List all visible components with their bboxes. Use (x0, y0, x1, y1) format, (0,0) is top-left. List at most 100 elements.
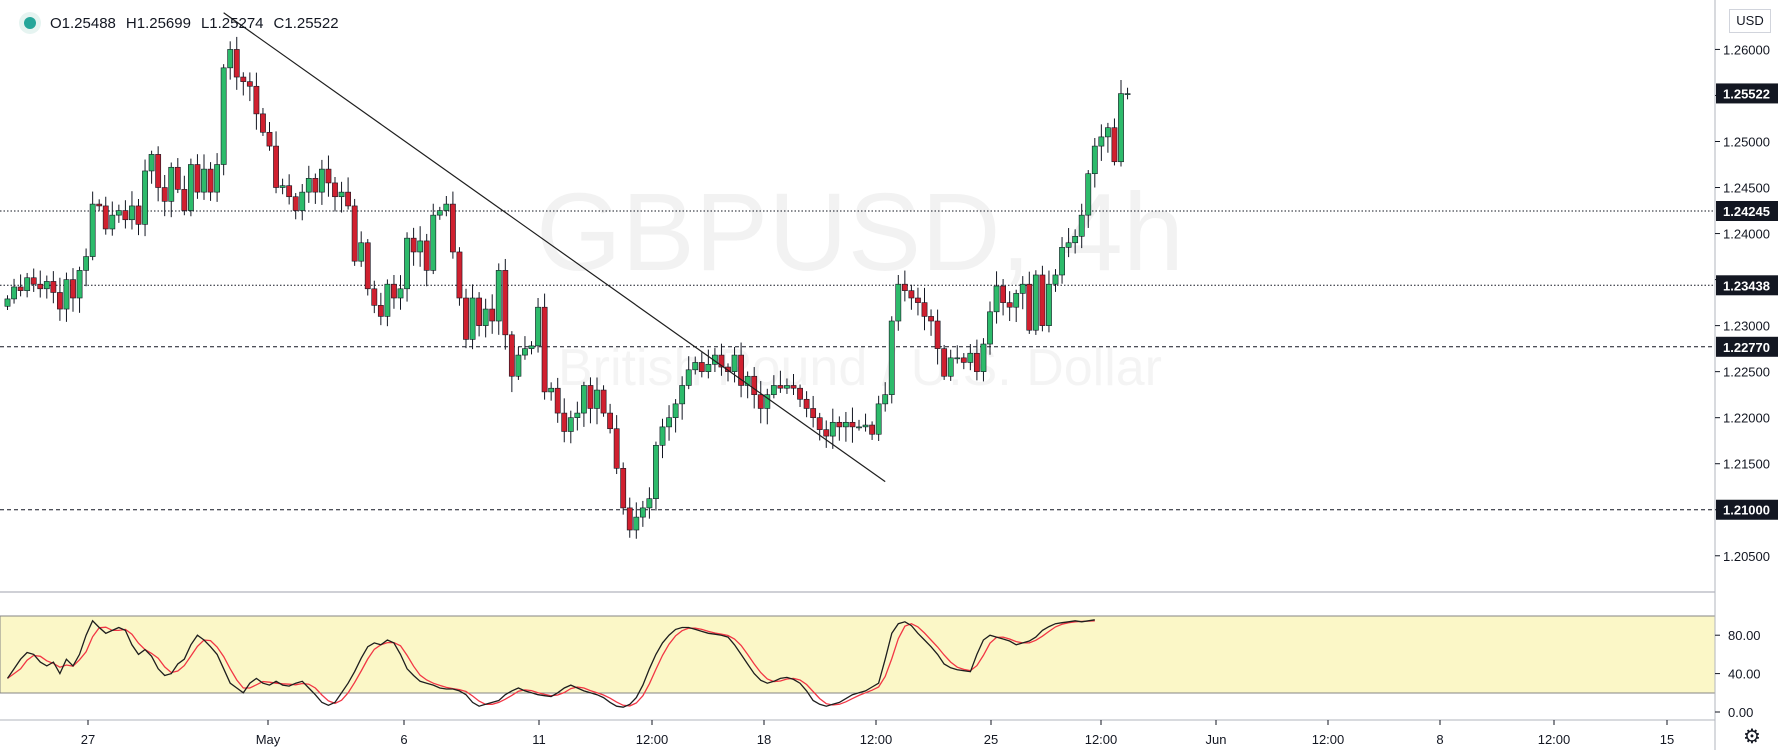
candle-body (30, 277, 37, 285)
candle-body (332, 182, 338, 198)
price-tick-label: 1.21500 (1723, 457, 1770, 472)
candle-body (423, 240, 430, 271)
time-tick-label: May (256, 732, 281, 747)
time-tick-label: 6 (400, 732, 407, 747)
candle-body (351, 205, 358, 262)
candle-body (1111, 127, 1118, 163)
time-tick-label: 8 (1436, 732, 1443, 747)
candle-body (476, 297, 482, 326)
stochastic-tick-label: 40.00 (1728, 667, 1761, 682)
candle-body (325, 168, 332, 184)
candle-body (345, 191, 351, 207)
candle-body (980, 343, 987, 372)
price-tick-label: 1.24500 (1723, 181, 1770, 196)
candle-body (685, 369, 692, 386)
candle-body (797, 387, 803, 400)
candle-body (954, 357, 961, 360)
candle-body (1124, 93, 1131, 95)
candle-body (292, 196, 299, 211)
candle-body (659, 426, 666, 446)
status-dot-icon (24, 17, 36, 29)
ohlc-legend: O1.25488 H1.25699 L1.25274 C1.25522 (8, 12, 349, 34)
candle-body (849, 421, 856, 428)
candle-body (1046, 283, 1052, 326)
candle-body (600, 389, 607, 414)
price-axis[interactable]: 1.260001.255001.250001.245001.240001.235… (1715, 42, 1778, 564)
candle-body (1032, 274, 1039, 331)
time-tick-label: 12:00 (860, 732, 893, 747)
candle-body (607, 412, 613, 430)
trendline (223, 12, 886, 483)
candle-body (384, 283, 391, 317)
candle-body (561, 412, 568, 432)
candle-body (869, 424, 875, 435)
stochastic-tick-label: 80.00 (1728, 628, 1761, 643)
open-value: O1.25488 (50, 14, 116, 32)
gear-icon[interactable]: ⚙ (1743, 726, 1761, 748)
candle-body (967, 352, 974, 363)
candle-body (1000, 285, 1006, 303)
candle-body (810, 408, 817, 418)
stochastic-axis: 80.00 40.00 0.00 (1715, 628, 1761, 720)
candle-body (567, 417, 574, 432)
candle-body (482, 308, 489, 326)
candle-body (718, 354, 725, 368)
price-label-box (1716, 83, 1778, 104)
time-axis[interactable]: 27 May 6 11 12:00 18 12:00 25 12:00 Jun 12:00 8 12:0… (81, 720, 1674, 747)
candle-body (220, 67, 227, 165)
candle-body (70, 279, 76, 299)
candle-body (299, 191, 306, 211)
candle-body (318, 168, 325, 193)
price-label: 1.23438 (1723, 278, 1770, 293)
candle-body (508, 334, 515, 377)
stochastic-band (0, 615, 1716, 694)
currency-button[interactable]: USD (1729, 9, 1771, 33)
candle-body (449, 203, 456, 253)
candle-body (770, 385, 777, 395)
price-tick-label: 1.20500 (1723, 549, 1770, 564)
candle-body (941, 348, 948, 377)
price-pane[interactable] (0, 12, 1715, 539)
candle-body (142, 170, 148, 225)
candle-body (626, 507, 633, 531)
candle-body (502, 270, 509, 336)
candle-body (987, 311, 993, 345)
candle-body (1098, 136, 1105, 147)
high-value: H1.25699 (125, 14, 191, 32)
candle-body (895, 283, 902, 322)
candle-body (928, 316, 934, 322)
stochastic-pane[interactable] (6, 619, 1095, 708)
candle-body (115, 210, 122, 216)
candle-body (875, 403, 882, 435)
candle-body (725, 366, 731, 372)
candle-body (744, 375, 751, 386)
candle-body (548, 387, 555, 393)
candle-body (43, 281, 50, 290)
stochastic-tick-label: 0.00 (1728, 705, 1753, 720)
candle-body (777, 385, 784, 389)
candle-body (135, 205, 142, 225)
candle-body (679, 385, 686, 405)
candle-body (260, 113, 266, 133)
candle-body (613, 428, 620, 469)
candle-body (522, 348, 528, 356)
candle-body (803, 398, 810, 409)
candle-body (358, 242, 365, 262)
price-label-box (1716, 275, 1778, 296)
candle-body (1019, 283, 1026, 294)
price-label-box (1716, 336, 1778, 357)
candle-body (1072, 236, 1079, 244)
candle-body (417, 240, 424, 253)
candle-body (194, 164, 201, 193)
candle-body (856, 426, 862, 429)
candle-body (129, 205, 135, 221)
candle-body (705, 363, 712, 372)
price-label-box (1716, 499, 1778, 520)
candle-body (908, 290, 915, 299)
candle-body (842, 421, 849, 428)
price-label: 1.21000 (1723, 503, 1770, 518)
low-value: L1.25274 (200, 14, 264, 32)
candle-body (155, 154, 162, 188)
candle-body (286, 185, 293, 198)
